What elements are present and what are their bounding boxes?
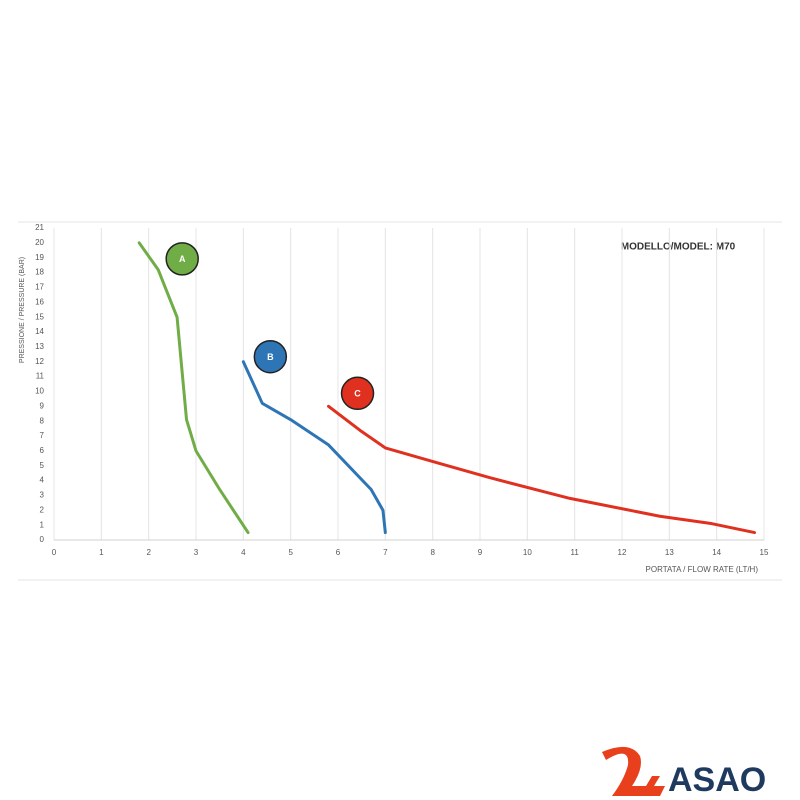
y-tick-label: 18 <box>35 268 44 277</box>
logo-mark <box>640 776 660 796</box>
x-tick-label: 2 <box>146 548 151 557</box>
y-tick-label: 17 <box>35 283 44 292</box>
y-tick-label: 20 <box>35 238 44 247</box>
y-tick-label: 14 <box>35 327 44 336</box>
x-axis-label: PORTATA / FLOW RATE (LT/H) <box>646 565 759 574</box>
x-tick-label: 5 <box>288 548 293 557</box>
series-line <box>241 360 387 535</box>
x-tick-label: 13 <box>665 548 674 557</box>
x-tick-label: 6 <box>336 548 341 557</box>
y-tick-label: 15 <box>35 312 44 321</box>
x-tick-label: 4 <box>241 548 246 557</box>
y-tick-label: 12 <box>35 357 44 366</box>
y-tick-label: 7 <box>40 431 45 440</box>
x-tick-label: 9 <box>478 548 483 557</box>
legend-label: A <box>179 254 186 264</box>
x-tick-label: 7 <box>383 548 388 557</box>
logo: ASAO <box>602 746 766 799</box>
legend-label: B <box>267 352 274 362</box>
y-tick-label: 11 <box>36 372 45 381</box>
series-badge <box>253 339 288 374</box>
y-tick-label: 2 <box>40 505 45 514</box>
series-line <box>327 404 757 535</box>
y-tick-label: 1 <box>40 520 45 529</box>
x-tick-label: 3 <box>194 548 199 557</box>
y-tick-label: 10 <box>35 387 44 396</box>
y-axis-label: PRESSIONE / PRESSURE (BAR) <box>19 257 26 363</box>
x-tick-label: 12 <box>618 548 627 557</box>
y-tick-label: 3 <box>40 491 45 500</box>
y-tick-label: 6 <box>40 446 45 455</box>
chart-title: MODELLO/MODEL: M70 <box>621 242 736 253</box>
y-tick-label: 13 <box>35 342 44 351</box>
brand-name: ASAO <box>668 761 766 799</box>
y-tick-label: 0 <box>40 535 45 544</box>
x-tick-label: 1 <box>99 548 104 557</box>
x-tick-label: 8 <box>430 548 435 557</box>
series-badge <box>165 242 199 276</box>
y-tick-label: 19 <box>35 253 44 262</box>
x-tick-label: 15 <box>760 548 769 557</box>
y-tick-label: 5 <box>40 461 45 470</box>
x-tick-label: 11 <box>571 548 580 557</box>
series-line <box>137 241 250 535</box>
y-tick-label: 4 <box>40 476 45 485</box>
logo-mark <box>602 746 665 796</box>
y-tick-label: 21 <box>35 223 44 232</box>
y-tick-label: 16 <box>35 297 44 306</box>
x-tick-label: 10 <box>523 548 532 557</box>
x-tick-label: 14 <box>712 548 721 557</box>
y-tick-label: 8 <box>40 416 45 425</box>
x-tick-label: 0 <box>52 548 57 557</box>
y-tick-label: 9 <box>40 401 45 410</box>
series-badge <box>340 376 375 411</box>
legend-label: C <box>354 389 361 399</box>
